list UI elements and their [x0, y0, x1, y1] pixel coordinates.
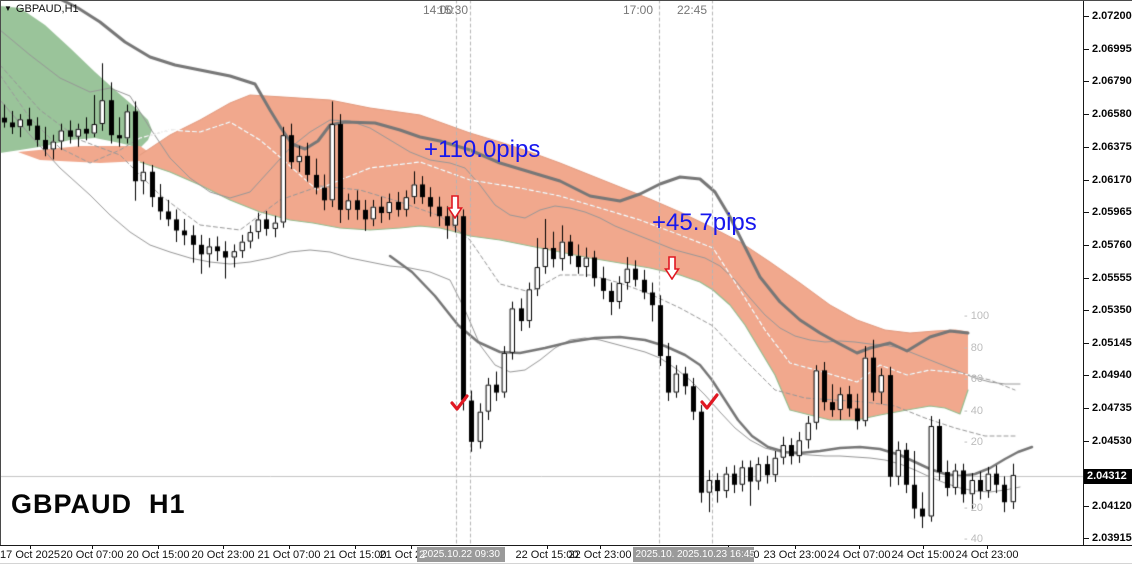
time-tick-mark	[158, 546, 159, 549]
price-tick-mark	[1084, 114, 1089, 115]
price-tick-mark	[1084, 343, 1089, 344]
time-tick-mark	[355, 546, 356, 549]
price-tick-mark	[1084, 538, 1089, 539]
price-tick-label: 2.04735	[1092, 402, 1132, 414]
time-tick-label: 24 Oct 15:00	[891, 549, 955, 561]
time-tick-mark	[92, 546, 93, 549]
time-tick-label: 24 Oct 07:00	[827, 549, 891, 561]
price-tick-label: 2.05965	[1092, 206, 1132, 218]
price-tick-mark	[1084, 441, 1089, 442]
price-tick-mark	[1084, 180, 1089, 181]
time-tick-label: 21 Oct 07:00	[257, 549, 321, 561]
window-left-border	[0, 0, 1, 545]
time-tick-label: 20 Oct 15:00	[126, 549, 190, 561]
price-tick-label: 2.04530	[1092, 435, 1132, 447]
chevron-down-icon: ▼	[4, 4, 12, 13]
pips-scale-tick: - 60	[964, 373, 983, 385]
window-top-border	[0, 0, 1132, 1]
time-tick-label: 22 Oct 15:00	[515, 549, 579, 561]
sell-entry-arrow-icon	[447, 195, 463, 224]
price-tick-mark	[1084, 278, 1089, 279]
price-tick-mark	[1084, 375, 1089, 376]
price-tick-label: 2.05555	[1092, 272, 1132, 284]
chart-watermark: GBPAUD H1	[11, 489, 186, 519]
time-tick-mark	[859, 546, 860, 549]
pips-scale-tick: - 40	[964, 533, 983, 545]
price-tick-mark	[1084, 49, 1089, 50]
price-tick-mark	[1084, 212, 1089, 213]
sell-entry-arrow-icon	[664, 256, 680, 285]
pips-result-label: +110.0pips	[424, 136, 541, 163]
price-axis-line	[1083, 0, 1084, 545]
time-tick-label: 21 Oct 15:00	[323, 549, 387, 561]
time-tick-label: 17 Oct 2025	[0, 549, 60, 561]
chart-symbol-label: ▼ GBPAUD,H1	[4, 3, 79, 15]
price-tick-label: 2.06170	[1092, 174, 1132, 186]
time-tick-mark	[987, 546, 988, 549]
symbol-period-text: GBPAUD,H1	[15, 3, 79, 15]
price-tick-mark	[1084, 408, 1089, 409]
pips-scale-tick: - 40	[964, 405, 983, 417]
top-time-label: 22:45	[676, 3, 707, 17]
time-tick-mark	[547, 546, 548, 549]
price-tick-mark	[1084, 81, 1089, 82]
price-chart-canvas[interactable]	[0, 0, 1083, 545]
top-time-label: 17:00	[622, 3, 653, 17]
time-tick-label: 20 Oct 23:00	[191, 549, 255, 561]
price-tick-label: 2.06995	[1092, 43, 1132, 55]
time-tick-mark	[795, 546, 796, 549]
top-time-label: 15:30	[437, 3, 468, 17]
trade-time-badge: 2025.10.23 16:45	[677, 547, 754, 562]
pips-scale-tick: - 20	[964, 436, 983, 448]
pips-scale-tick: - 20	[964, 502, 983, 514]
current-price-badge: 2.04312	[1084, 469, 1132, 484]
time-tick-label: 20 Oct 07:00	[60, 549, 124, 561]
price-tick-mark	[1084, 310, 1089, 311]
price-tick-mark	[1084, 245, 1089, 246]
time-tick-mark	[223, 546, 224, 549]
pips-scale-tick: - 80	[964, 342, 983, 354]
pips-result-label: +45.7pips	[652, 209, 757, 236]
price-tick-label: 2.03915	[1092, 532, 1132, 544]
time-tick-label: 23 Oct 23:00	[763, 549, 827, 561]
trade-time-badge: 2025.10.	[633, 547, 677, 562]
time-tick-mark	[600, 546, 601, 549]
price-tick-label: 2.05145	[1092, 337, 1132, 349]
price-tick-label: 2.06580	[1092, 108, 1132, 120]
time-axis-line	[0, 545, 1132, 546]
price-tick-label: 2.06375	[1092, 141, 1132, 153]
trade-closed-check-icon	[450, 394, 469, 416]
time-tick-label: 24 Oct 23:00	[955, 549, 1019, 561]
trade-closed-check-icon	[700, 393, 719, 415]
price-tick-label: 2.04940	[1092, 369, 1132, 381]
time-tick-mark	[30, 546, 31, 549]
price-tick-mark	[1084, 147, 1089, 148]
time-tick-mark	[289, 546, 290, 549]
time-tick-label: 22 Oct 23:00	[568, 549, 632, 561]
price-tick-mark	[1084, 16, 1089, 17]
top-time-label: 14:00	[422, 3, 453, 17]
price-tick-label: 2.04120	[1092, 500, 1132, 512]
badge-overlap-text: 2	[419, 549, 426, 561]
price-tick-mark	[1084, 506, 1089, 507]
price-tick-label: 2.05760	[1092, 239, 1132, 251]
price-tick-label: 2.05350	[1092, 304, 1132, 316]
time-tick-mark	[411, 546, 412, 549]
window-bottom-border	[0, 563, 1132, 564]
trade-time-badge: 2025.10.22 09:30	[417, 547, 505, 562]
price-tick-label: 2.06790	[1092, 75, 1132, 87]
time-tick-mark	[923, 546, 924, 549]
price-tick-label: 2.07200	[1092, 10, 1132, 22]
pips-scale-tick: - 100	[964, 310, 990, 322]
